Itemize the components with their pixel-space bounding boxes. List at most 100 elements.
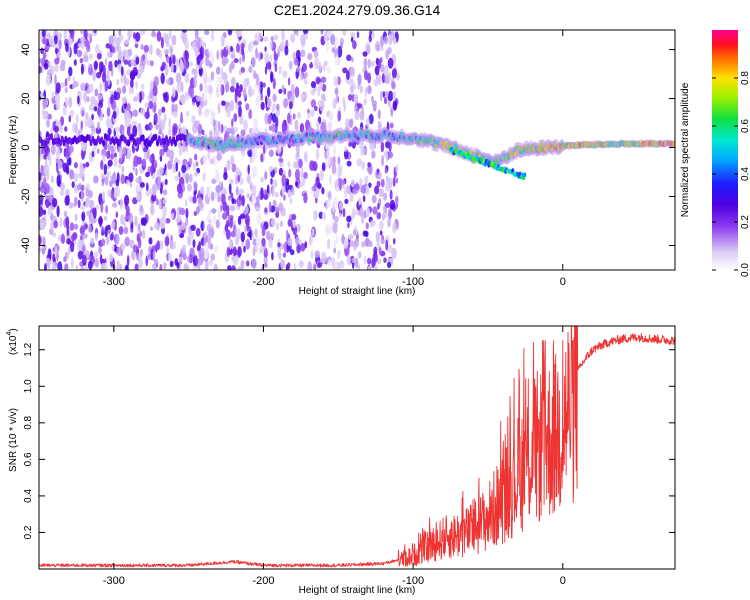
spectrogram-speckle xyxy=(164,178,168,186)
spectrogram-speckle xyxy=(284,45,289,56)
spectrogram-speckle xyxy=(75,264,79,270)
spectrogram-speckle xyxy=(290,33,296,43)
spectrogram-speckle xyxy=(39,206,44,217)
snr-y-tick-label: 1.0 xyxy=(23,379,34,393)
spectrogram-speckle xyxy=(125,112,132,124)
spectrogram-speckle xyxy=(118,30,121,36)
spectrogram-speckle xyxy=(39,65,42,74)
spectrogram-speckle xyxy=(265,61,272,70)
spectrogram-speckle xyxy=(44,263,47,270)
spectrogram-speckle xyxy=(88,199,95,209)
spectrogram-speckle xyxy=(103,163,108,176)
spectrogram-speckle xyxy=(135,185,139,195)
spectrogram-speckle xyxy=(313,49,319,58)
spectrogram-speckle xyxy=(81,184,84,191)
spectrogram-speckle xyxy=(184,72,190,84)
spectrogram-speckle xyxy=(272,78,276,90)
spectrogram-y-label: Frequency (Hz) xyxy=(8,116,19,185)
spectrogram-speckle xyxy=(170,212,175,219)
snr-panel: -300 -200 -100 0 0.2 0.4 0.6 0.8 1.0 1.2 Height o… xyxy=(6,325,676,596)
spectrogram-speckle xyxy=(224,224,228,232)
spectrogram-speckle xyxy=(77,184,83,191)
spectrogram-speckle xyxy=(395,164,399,174)
spectrogram-speckle xyxy=(222,125,228,132)
spectrogram-speckle xyxy=(274,63,278,73)
spectrogram-speckle xyxy=(363,98,367,106)
spectrogram-speckle xyxy=(266,97,272,109)
spectrogram-speckle xyxy=(378,45,384,52)
spectrogram-speckle xyxy=(78,172,84,179)
spectrogram-speckle xyxy=(382,91,386,98)
spectrogram-speckle xyxy=(226,106,232,118)
spectrogram-speckle xyxy=(230,45,234,53)
spectrogram-speckle xyxy=(126,54,130,61)
spectrogram-speckle xyxy=(192,41,197,52)
spectrogram-speckle xyxy=(193,76,197,88)
spectrogram-speckle xyxy=(64,126,68,132)
spectrogram-speckle xyxy=(60,82,66,88)
spectrogram-speckle xyxy=(116,44,122,53)
spectrogram-speckle xyxy=(308,235,313,246)
spectrogram-speckle xyxy=(173,64,177,73)
spectrogram-speckle xyxy=(392,176,396,187)
spectrogram-speckle xyxy=(93,30,97,34)
spectrogram-speckle xyxy=(388,208,392,220)
spectrogram-speckle xyxy=(112,110,117,120)
spectrogram-speckle xyxy=(107,51,112,58)
spectrogram-speckle xyxy=(109,43,113,53)
spectrogram-speckle xyxy=(317,100,323,107)
spectrogram-speckle xyxy=(156,47,160,57)
spectrogram-speckle xyxy=(228,195,231,201)
spectrogram-speckle xyxy=(161,106,166,113)
spectrogram-speckle xyxy=(138,91,142,103)
spectrogram-speckle xyxy=(235,235,239,246)
spectrogram-speckle xyxy=(347,222,350,229)
spectrogram-speckle xyxy=(225,44,229,51)
spectrogram-speckle xyxy=(276,145,282,154)
spectrogram-speckle xyxy=(362,51,368,57)
spectrogram-speckle xyxy=(80,41,85,50)
spectrogram-speckle xyxy=(235,186,239,196)
spectrogram-speckle xyxy=(309,160,315,172)
spectrogram-speckle xyxy=(81,109,85,117)
spectrogram-speckle xyxy=(225,57,229,64)
spectrogram-speckle xyxy=(310,99,316,108)
spectrogram-speckle xyxy=(68,202,74,209)
spectrogram-speckle xyxy=(288,168,292,178)
spectrogram-speckle xyxy=(68,145,74,153)
spectrogram-speckle xyxy=(304,71,309,78)
spectrogram-speckle xyxy=(51,264,57,270)
spectrogram-speckle xyxy=(100,201,104,213)
spectrogram-speckle xyxy=(152,84,158,97)
spectrogram-speckle xyxy=(115,37,121,46)
spectrogram-speckle xyxy=(101,191,106,202)
spectrogram-speckle xyxy=(294,119,299,132)
spectrogram-speckle xyxy=(89,120,95,127)
spectrogram-speckle xyxy=(300,33,306,45)
spectrogram-speckle xyxy=(228,63,233,74)
spectrogram-x-label: Height of straight line (km) xyxy=(299,286,416,297)
spectrogram-speckle xyxy=(62,162,68,173)
spectrogram-speckle xyxy=(198,241,201,252)
spectrogram-speckle xyxy=(153,101,157,113)
spectrogram-speckle xyxy=(175,58,179,69)
svg-text:(x104): (x104) xyxy=(6,328,19,355)
spectrogram-speckle xyxy=(182,244,187,253)
spectrogram-speckle xyxy=(182,253,187,261)
spectrogram-speckle xyxy=(110,123,114,129)
spectrogram-speckle xyxy=(65,216,70,228)
spectrogram-speckle xyxy=(79,204,86,210)
spectrogram-speckle xyxy=(243,245,246,253)
spectrogram-ridge-cell xyxy=(87,134,91,142)
spectrogram-speckle xyxy=(62,105,67,116)
spectrogram-speckle xyxy=(153,112,158,125)
spectrogram-speckle xyxy=(384,168,388,174)
spectrogram-speckle xyxy=(230,53,236,59)
spectrogram-speckle xyxy=(171,34,177,46)
spectrogram-speckle xyxy=(113,156,118,168)
spectrogram-speckle xyxy=(225,229,231,240)
spectrogram-speckle xyxy=(60,116,65,126)
spectrogram-speckle xyxy=(380,35,384,47)
